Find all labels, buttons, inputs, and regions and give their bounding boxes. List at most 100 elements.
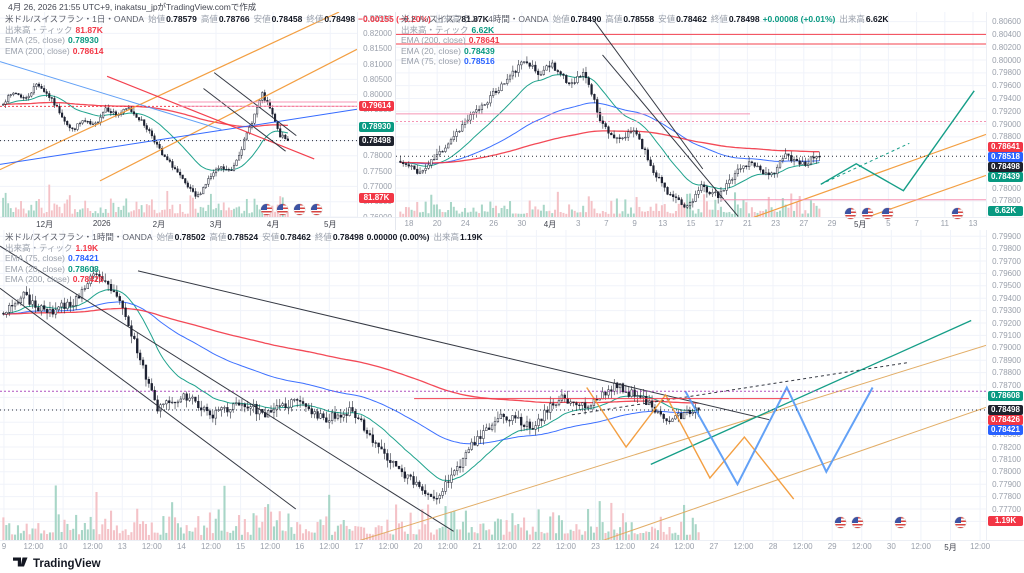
price-tag: 0.78498 [359, 135, 394, 146]
price-axis-label: 0.80000 [992, 55, 1021, 65]
indicator-name: EMA (75, close) [5, 253, 65, 263]
ohlc-value: 0.78498 [324, 14, 356, 24]
price-axis-label: 0.79000 [992, 343, 1021, 353]
time-axis-label: 26 [489, 219, 499, 228]
price-axis[interactable]: 0.82500 0.82000 0.81500 0.81000 0.80500 0.800… [357, 12, 395, 222]
price-axis-label: 0.80000 [363, 90, 392, 100]
price-axis-label: 0.79400 [992, 293, 1021, 303]
time-axis-label: 29 [827, 542, 837, 551]
price-tag: 0.78608 [988, 391, 1023, 402]
indicator-legend-row: 出来高・ティック 1.19K [5, 243, 483, 254]
ohlc-value: 0.78558 [623, 14, 655, 24]
indicator-legend-row: 出来高・ティック 6.62K [401, 25, 889, 36]
time-axis-label: 4月 [266, 220, 280, 229]
price-chart-canvas[interactable] [396, 12, 986, 217]
ohlc-value: 0.78498 [728, 14, 760, 24]
tradingview-logo-icon [13, 556, 28, 571]
price-axis[interactable]: 0.80600 0.80400 0.80200 0.80000 0.79800 0.796… [986, 12, 1024, 217]
time-axis-label: 30 [517, 219, 527, 228]
volume-label: 出来高 [434, 14, 461, 24]
ohlc-label: 安値 [658, 14, 676, 24]
time-axis-label: 18 [404, 219, 414, 228]
attribution-bar: TradingView [0, 553, 1024, 573]
indicator-name: EMA (200, close) [401, 35, 466, 45]
time-axis-label: 20 [413, 542, 423, 551]
time-axis-label: 13 [968, 219, 978, 228]
time-axis-label: 23 [771, 219, 781, 228]
price-tag: 0.78518 [988, 152, 1023, 163]
time-axis-label: 7 [604, 219, 609, 228]
price-axis[interactable]: 0.79900 0.79800 0.79700 0.79600 0.79500 0.794… [986, 230, 1024, 540]
time-axis-label: 12:00 [851, 542, 872, 551]
symbol-ohlc-row: 米ドル/スイスフラン・1時間・OANDA 始値0.78502 高値0.78524 安値… [5, 232, 483, 243]
time-axis-label: 2026 [92, 219, 111, 228]
chart-panel-1h: 0.79900 0.79800 0.79700 0.79600 0.79500 0.794… [0, 230, 1024, 553]
indicator-legend-row: 出来高・ティック 81.87K [5, 25, 489, 36]
ohlc-label: 高値 [200, 14, 218, 24]
price-axis-label: 0.79000 [992, 119, 1021, 129]
price-axis-label: 0.78900 [992, 355, 1021, 365]
us-flag-emoji-sticker [882, 208, 894, 219]
time-axis-label: 12:00 [200, 542, 222, 551]
us-flag-emoji-sticker [277, 204, 289, 215]
price-tag: 0.78930 [359, 122, 394, 133]
chart-panel-4h: 0.80600 0.80400 0.80200 0.80000 0.79800 0.796… [396, 12, 1024, 230]
time-axis[interactable]: 18 20 24 26 30 4月 3 7 9 13 15 17 21 23 27 29 5月 5 7 11 13 [396, 217, 1024, 230]
indicator-legend-row: EMA (200, close) 0.78614 [5, 46, 489, 57]
time-axis-label: 2月 [152, 220, 166, 229]
time-axis[interactable]: 9 12:00 10 12:00 13 12:00 14 12:00 15 12:00 16 12:0… [0, 540, 1024, 553]
price-axis-label: 0.79100 [992, 330, 1021, 340]
price-axis-label: 0.79300 [992, 306, 1021, 316]
us-flag-emoji-sticker [294, 204, 306, 215]
price-chart-canvas[interactable] [0, 230, 986, 540]
price-axis-label: 0.77800 [992, 196, 1021, 206]
time-axis-label: 24 [460, 219, 470, 228]
us-flag-emoji-sticker [895, 517, 907, 528]
ohlc-label: 安値 [253, 14, 271, 24]
time-axis-label: 12:00 [23, 542, 44, 551]
time-axis-label: 13 [117, 542, 127, 551]
time-axis-label: 12:00 [910, 542, 931, 551]
change-value: 0.00000 (0.00%) [366, 232, 430, 242]
symbol-ohlc-row: 米ドル/スイスフラン・1日・OANDA 始値0.78579 高値0.78766 安値0… [5, 14, 489, 25]
price-axis-label: 0.81000 [363, 59, 392, 69]
time-axis-label: 5月 [323, 220, 337, 229]
time-axis-label: 12:00 [260, 542, 281, 551]
us-flag-emoji-sticker [310, 204, 322, 215]
indicator-legend-row: EMA (75, close) 0.78421 [5, 253, 483, 264]
time-axis-label: 4月 [543, 220, 557, 229]
time-axis-label: 27 [709, 542, 719, 551]
indicator-name: EMA (75, close) [401, 56, 461, 66]
indicator-value: 6.62K [471, 24, 495, 35]
indicator-legend-row: EMA (20, close) 0.78608 [5, 264, 483, 275]
symbol-title: 米ドル/スイスフラン・1時間・OANDA [5, 232, 153, 242]
price-axis-label: 0.79800 [992, 244, 1021, 254]
time-axis-label: 12:00 [792, 542, 813, 551]
price-axis-label: 0.79400 [992, 93, 1021, 103]
indicator-name: EMA (200, close) [5, 45, 70, 56]
time-axis-label: 5月 [853, 220, 867, 229]
price-tag: 0.78498 [988, 405, 1023, 416]
price-axis-label: 0.78000 [992, 183, 1021, 193]
price-axis-label: 0.81500 [363, 44, 392, 54]
price-axis-label: 0.79200 [992, 106, 1021, 116]
time-axis-label: 15 [236, 542, 246, 551]
time-axis-label: 12:00 [319, 542, 340, 551]
time-axis[interactable]: 12月 2026 2月 3月 4月 5月 [0, 217, 395, 230]
time-axis-label: 11 [940, 219, 949, 228]
price-axis-label: 0.78000 [992, 467, 1021, 477]
price-axis-label: 0.77700 [992, 504, 1021, 514]
volume-value: 81.87K [461, 14, 489, 24]
time-axis-label: 28 [768, 542, 778, 551]
ohlc-value: 0.78458 [271, 14, 303, 24]
price-axis-label: 0.79700 [992, 256, 1021, 266]
us-flag-emoji-sticker [955, 517, 967, 528]
tradingview-logo[interactable]: TradingView [13, 556, 101, 571]
price-axis-label: 0.78000 [363, 151, 392, 161]
price-axis-label: 0.77500 [363, 166, 392, 176]
ohlc-label: 終値 [314, 232, 332, 242]
ohlc-label: 始値 [552, 14, 570, 24]
ohlc-value: 0.78490 [570, 14, 602, 24]
price-chart-canvas[interactable] [0, 12, 357, 217]
